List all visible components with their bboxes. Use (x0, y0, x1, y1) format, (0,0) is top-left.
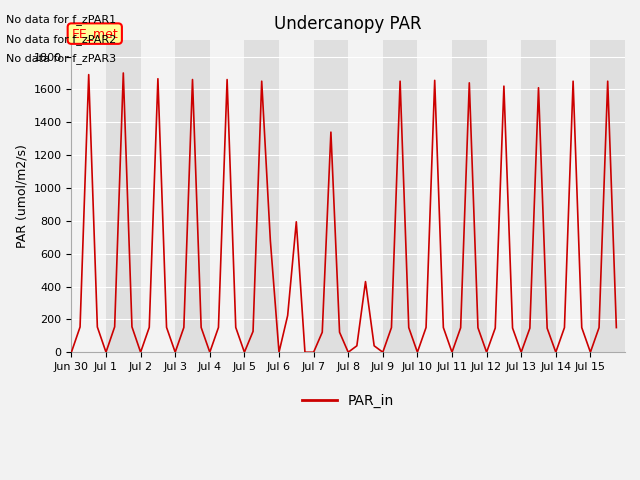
Bar (486, 40, 521, 352)
Bar (417, 40, 452, 352)
Bar (556, 40, 591, 352)
Bar (106, 40, 141, 352)
Bar (591, 40, 625, 352)
Bar (383, 40, 417, 352)
Bar (314, 40, 348, 352)
Bar (521, 40, 556, 352)
Bar (141, 40, 175, 352)
Text: No data for f_zPAR3: No data for f_zPAR3 (6, 53, 116, 64)
Bar (72, 40, 106, 352)
Y-axis label: PAR (umol/m2/s): PAR (umol/m2/s) (15, 144, 28, 248)
Bar (279, 40, 314, 352)
Bar (348, 40, 383, 352)
Bar (452, 40, 486, 352)
Bar (175, 40, 210, 352)
Legend: PAR_in: PAR_in (296, 389, 400, 414)
Bar (210, 40, 244, 352)
Bar (244, 40, 279, 352)
Text: No data for f_zPAR1: No data for f_zPAR1 (6, 14, 116, 25)
Title: Undercanopy PAR: Undercanopy PAR (275, 15, 422, 33)
Text: EE_met: EE_met (72, 27, 118, 40)
Text: No data for f_zPAR2: No data for f_zPAR2 (6, 34, 116, 45)
